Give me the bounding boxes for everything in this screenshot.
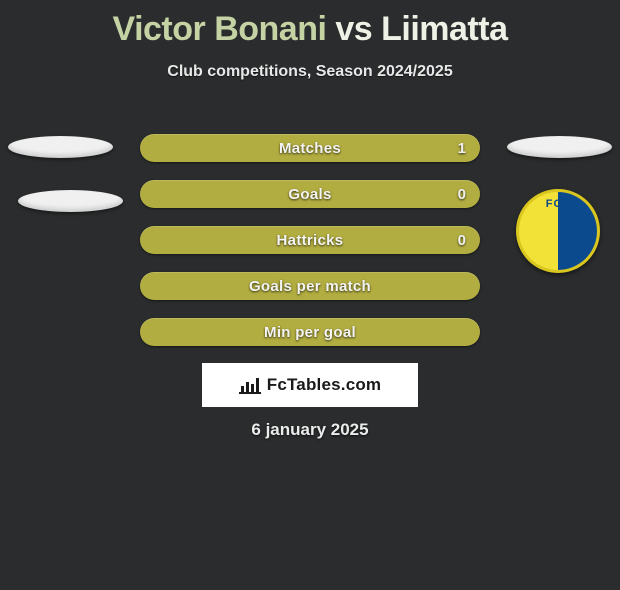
stat-label: Goals per match — [140, 272, 480, 300]
page-title: Victor Bonani vs Liimatta — [0, 10, 620, 49]
stat-bars: Matches 1 Goals 0 Hattricks 0 Goals per … — [140, 134, 480, 364]
stat-value: 0 — [458, 226, 466, 254]
stat-label: Matches — [140, 134, 480, 162]
stat-bar: Hattricks 0 — [140, 226, 480, 254]
stat-value: 0 — [458, 180, 466, 208]
date-label: 6 january 2025 — [0, 420, 620, 440]
watermark-text: FcTables.com — [267, 375, 382, 395]
vs-connector: vs — [326, 10, 381, 48]
bar-chart-icon — [239, 376, 261, 394]
player1-name: Victor Bonani — [113, 10, 327, 48]
stat-label: Goals — [140, 180, 480, 208]
player2-name: Liimatta — [381, 10, 507, 48]
subtitle: Club competitions, Season 2024/2025 — [0, 63, 620, 81]
stat-value: 1 — [458, 134, 466, 162]
club-crest: FCF — [516, 189, 600, 273]
stat-label: Hattricks — [140, 226, 480, 254]
stat-bar: Min per goal — [140, 318, 480, 346]
placeholder-ellipse — [18, 190, 123, 212]
watermark: FcTables.com — [202, 363, 418, 407]
stat-label: Min per goal — [140, 318, 480, 346]
crest-text: FCF — [519, 198, 597, 210]
placeholder-ellipse — [507, 136, 612, 158]
stat-bar: Matches 1 — [140, 134, 480, 162]
placeholder-ellipse — [8, 136, 113, 158]
stat-bar: Goals per match — [140, 272, 480, 300]
stat-bar: Goals 0 — [140, 180, 480, 208]
